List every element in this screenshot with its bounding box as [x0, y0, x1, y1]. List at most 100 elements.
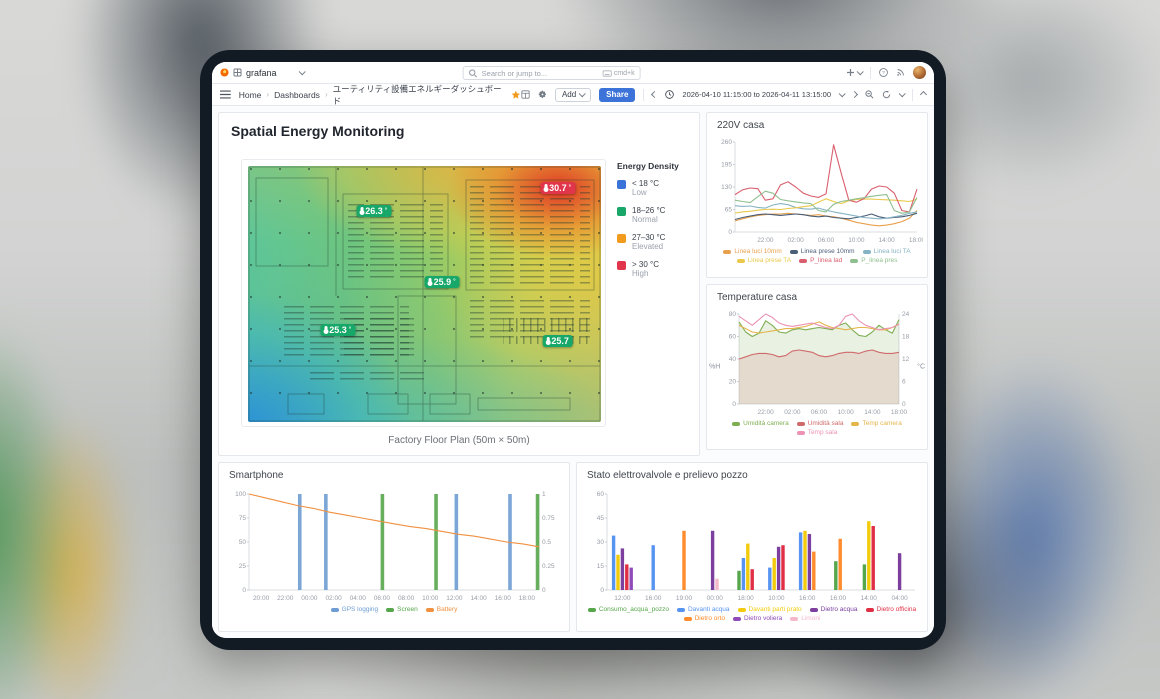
legend-item[interactable]: Umidità camera [732, 420, 789, 427]
time-range-picker[interactable]: 2026-04-10 11:15:00 to 2026-04-11 13:15:… [682, 90, 831, 99]
rss-icon[interactable] [896, 68, 905, 77]
legend-swatch [683, 616, 692, 621]
legend-item[interactable]: Dietro voliera [732, 615, 782, 622]
legend-item[interactable]: Limoni [790, 615, 820, 622]
breadcrumb-dashboards[interactable]: Dashboards [274, 89, 320, 100]
svg-text:20:00: 20:00 [253, 595, 270, 602]
svg-text:14:00: 14:00 [864, 409, 881, 416]
legend-swatch [737, 607, 746, 612]
settings-icon[interactable] [538, 90, 547, 99]
breadcrumb-dashboard-title[interactable]: ユーティリティ設備エネルギーダッシュボード [332, 83, 502, 106]
svg-text:08:00: 08:00 [398, 595, 415, 602]
grouped-bar-chart-pozzo[interactable]: 0 15 30 45 60 12:00 16:00 19:00 00:00 18:00 10:00 1… [585, 489, 921, 603]
org-switcher[interactable]: grafana [220, 67, 306, 78]
svg-text:02:00: 02:00 [788, 237, 805, 244]
legend-item[interactable]: Dietro acqua [809, 606, 858, 613]
svg-text:60: 60 [597, 491, 605, 498]
star-icon[interactable] [511, 90, 521, 100]
legend-item[interactable]: P_linea pres [850, 257, 897, 264]
new-button[interactable] [846, 68, 864, 77]
menu-icon[interactable] [220, 90, 231, 99]
svg-text:04:00: 04:00 [350, 595, 367, 602]
chevron-down-icon[interactable] [838, 90, 846, 98]
legend-item[interactable]: Davanti parti prato [737, 606, 802, 613]
legend-item[interactable]: GPS logging [330, 606, 378, 613]
top-navbar: grafana Search or jump to... cmd+k [212, 62, 934, 84]
share-button[interactable]: Share [599, 87, 636, 102]
temperature-marker[interactable]: 25.7 [542, 334, 573, 347]
time-shift-back-icon[interactable] [651, 90, 659, 99]
legend-swatch [386, 607, 395, 612]
panel-title: Spatial Energy Monitoring [231, 123, 405, 139]
mixed-chart-smartphone[interactable]: 0 25 50 75 100 0 0.25 0.5 0.75 1 20:00 22:00 00:00 02… [227, 489, 563, 603]
legend-swatch [850, 258, 859, 263]
temperature-marker[interactable]: 30.7 ° [540, 181, 576, 194]
legend-swatch [851, 421, 860, 426]
help-icon[interactable]: ? [879, 68, 888, 77]
panel-temperature-casa[interactable]: Temperature casa %H °C 0 20 40 60 80 0 6 12 18 24… [706, 284, 928, 450]
svg-text:10:00: 10:00 [768, 595, 785, 602]
floor-plan-lines [248, 166, 601, 422]
svg-text:10:00: 10:00 [848, 237, 865, 244]
search-icon [469, 68, 478, 77]
search-input[interactable]: Search or jump to... cmd+k [462, 66, 641, 80]
legend-item[interactable]: Consumo_acqua_pozzo [587, 606, 669, 613]
panel-smartphone[interactable]: Smartphone 0 25 50 75 100 0 0.25 0.5 0.75 1 20:00 2… [218, 462, 570, 632]
panels-icon[interactable] [521, 90, 530, 99]
svg-text:24: 24 [902, 311, 910, 318]
legend-item[interactable]: Temp camera [851, 420, 902, 427]
legend-item[interactable]: Linea prese 10mm [789, 248, 855, 255]
temperature-marker[interactable]: 25.9 ° [424, 275, 460, 288]
svg-text:06:00: 06:00 [374, 595, 391, 602]
zoom-out-icon[interactable] [865, 90, 874, 99]
svg-text:0: 0 [732, 401, 736, 408]
svg-text:12:00: 12:00 [446, 595, 463, 602]
temperature-marker[interactable]: 25.3 ° [320, 323, 356, 336]
svg-text:?: ? [882, 70, 885, 76]
panel-spatial-energy-monitoring[interactable]: Spatial Energy Monitoring [218, 112, 700, 456]
breadcrumb-home[interactable]: Home [238, 89, 262, 100]
panel-220v-casa[interactable]: 220V casa 0 65 130 195 260 22:00 02:00 06:00 10:… [706, 112, 928, 278]
svg-text:130: 130 [721, 184, 732, 191]
svg-text:06:00: 06:00 [811, 409, 828, 416]
temperature-heatmap[interactable]: 30.7 ° 26.3 ° 25.9 ° 25.3 ° 25.7 [248, 166, 601, 422]
line-chart-temperature[interactable]: 0 20 40 60 80 0 6 12 18 24 22:00 02:00 06:00 10:00 14:… [713, 309, 923, 417]
panel-stato-elettrovalvole[interactable]: Stato elettrovalvole e prelievo pozzo 0 1… [576, 462, 928, 632]
refresh-icon[interactable] [882, 90, 891, 99]
brand-label: grafana [246, 67, 277, 78]
chevron-down-icon[interactable] [298, 68, 306, 76]
grafana-logo-icon [220, 68, 229, 77]
time-shift-forward-icon[interactable] [850, 90, 859, 99]
legend-swatch [789, 249, 798, 254]
divider [870, 66, 871, 79]
legend-item[interactable]: Dietro officina [865, 606, 916, 613]
chevron-down-icon[interactable] [898, 90, 906, 98]
legend-swatch [809, 607, 818, 612]
add-button[interactable]: Add [554, 87, 592, 102]
user-avatar[interactable] [913, 66, 926, 79]
svg-text:40: 40 [729, 356, 737, 363]
legend-swatch [617, 180, 626, 189]
svg-text:0: 0 [728, 229, 732, 236]
navbar-actions: ? [846, 66, 926, 79]
temperature-marker[interactable]: 26.3 ° [356, 204, 392, 217]
collapse-toolbar-icon[interactable] [919, 90, 928, 99]
legend-item[interactable]: Temp sala [796, 429, 837, 436]
legend-item[interactable]: Screen [386, 606, 418, 613]
energy-legend-item: > 30 °C High [617, 260, 697, 278]
line-chart-220v[interactable]: 0 65 130 195 260 22:00 02:00 06:00 10:00 14:00 18:… [713, 137, 925, 245]
divider [912, 88, 913, 101]
legend-item[interactable]: Davanti acqua [676, 606, 730, 613]
legend-item[interactable]: Linea luci 10mm [723, 248, 782, 255]
legend-item[interactable]: P_linea lad [799, 257, 842, 264]
legend-item[interactable]: Dietro orto [683, 615, 725, 622]
legend-item[interactable]: Linea luci TA [862, 248, 911, 255]
legend-item[interactable]: Battery [425, 606, 457, 613]
svg-text:75: 75 [239, 515, 247, 522]
legend-item[interactable]: Linea prese TA [736, 257, 791, 264]
legend-item[interactable]: Umidità sala [796, 420, 843, 427]
clock-icon [665, 90, 675, 99]
legend-swatch [732, 616, 741, 621]
chart-legend: Linea luci 10mm Linea prese 10mm Linea luc… [711, 248, 923, 264]
panel-title: Stato elettrovalvole e prelievo pozzo [587, 470, 748, 481]
